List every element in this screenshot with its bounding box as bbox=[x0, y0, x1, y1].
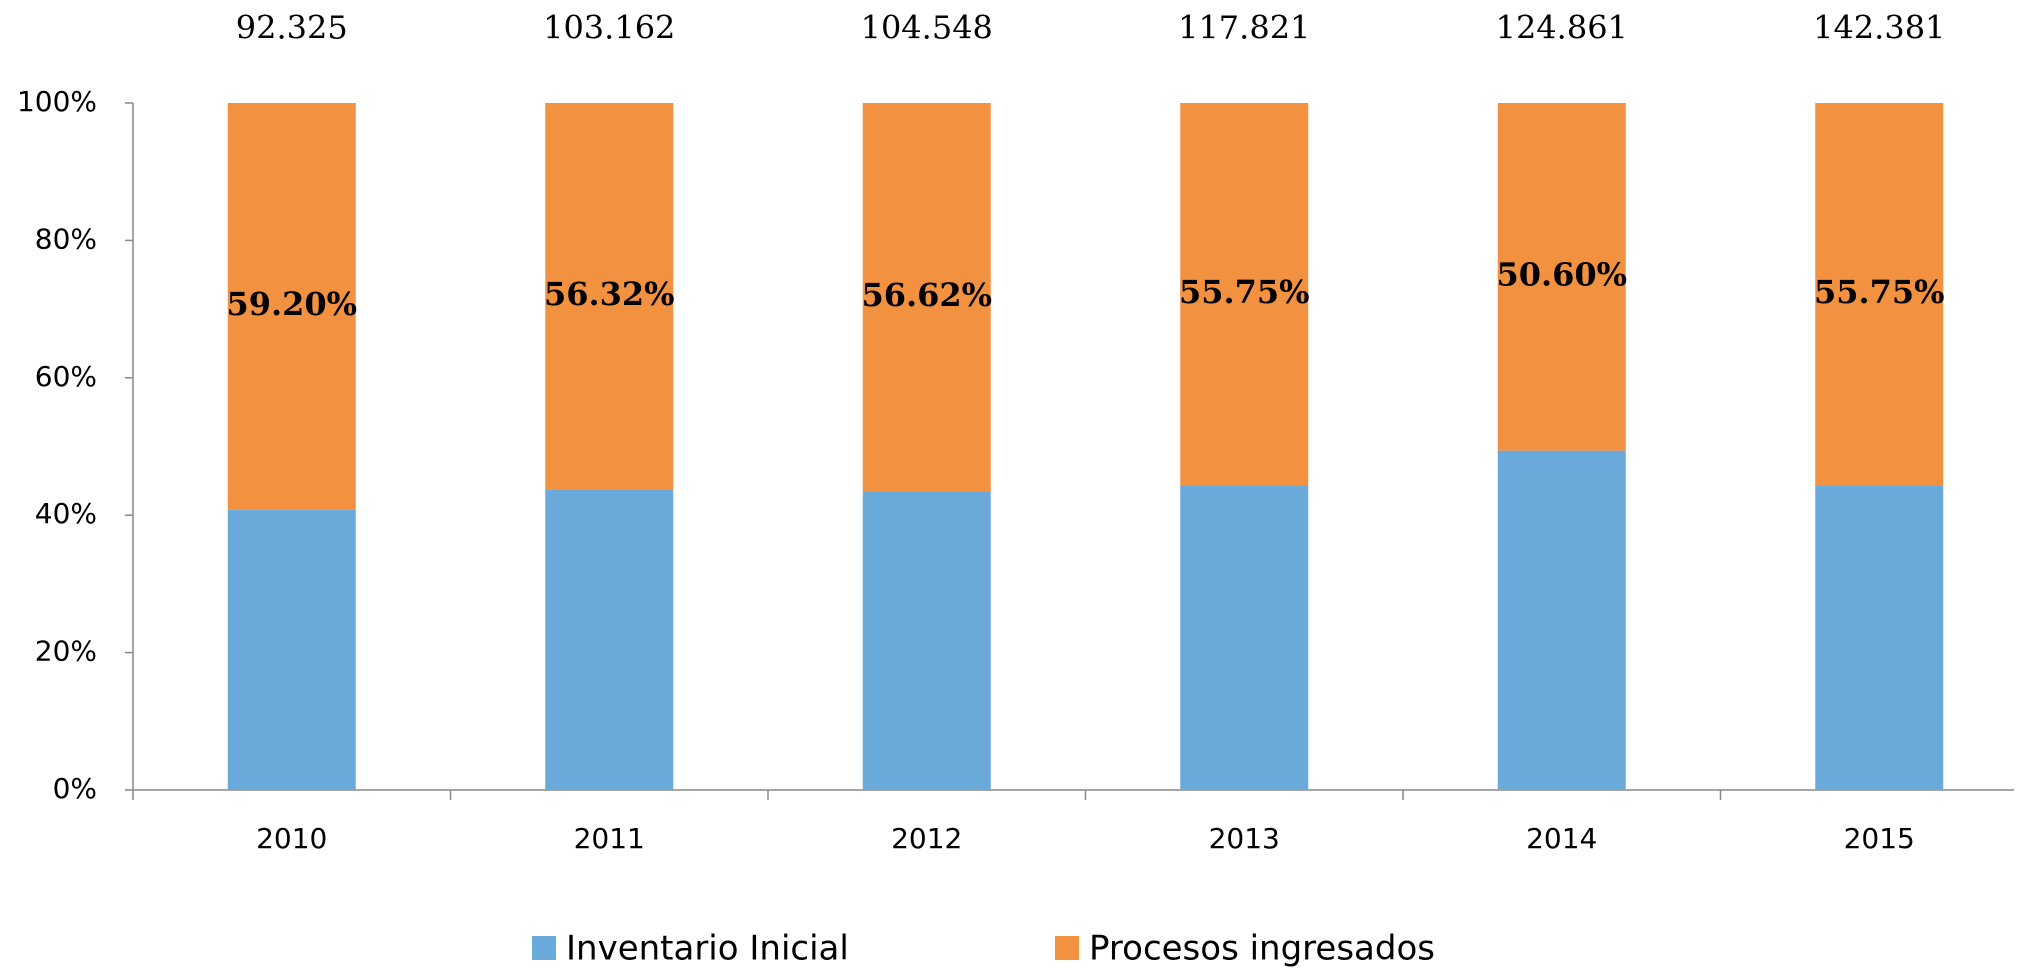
data-label: 56.32% bbox=[544, 275, 675, 313]
bar-segment bbox=[1497, 450, 1626, 790]
total-label: 103.162 bbox=[543, 9, 675, 47]
data-label: 56.62% bbox=[861, 276, 992, 314]
bar-segment bbox=[862, 491, 991, 790]
x-tick-label: 2011 bbox=[574, 822, 645, 855]
x-tick-label: 2010 bbox=[256, 822, 327, 855]
legend-label: Procesos ingresados bbox=[1089, 929, 1435, 969]
bar-segment bbox=[1497, 103, 1626, 451]
y-tick-label: 40% bbox=[35, 497, 97, 530]
y-tick-label: 20% bbox=[35, 635, 97, 668]
bar-segment bbox=[862, 103, 991, 492]
x-tick-label: 2015 bbox=[1844, 822, 1915, 855]
bar-segment bbox=[227, 509, 356, 790]
data-label: 55.75% bbox=[1179, 273, 1310, 311]
x-tick-label: 2012 bbox=[891, 822, 962, 855]
y-tick-label: 80% bbox=[35, 222, 97, 255]
legend-swatch bbox=[532, 936, 556, 960]
data-label: 55.75% bbox=[1814, 273, 1945, 311]
total-label: 142.381 bbox=[1813, 9, 1945, 47]
x-tick-label: 2014 bbox=[1526, 822, 1597, 855]
x-tick-label: 2013 bbox=[1209, 822, 1280, 855]
bar-segment bbox=[1815, 486, 1944, 790]
y-tick-label: 60% bbox=[35, 360, 97, 393]
bar-segment bbox=[1815, 103, 1944, 487]
y-tick-label: 0% bbox=[53, 772, 97, 805]
total-label: 104.548 bbox=[861, 9, 993, 47]
data-label: 50.60% bbox=[1496, 255, 1627, 293]
legend-label: Inventario Inicial bbox=[566, 929, 849, 969]
total-label: 124.861 bbox=[1496, 9, 1628, 47]
bar-segment bbox=[227, 103, 356, 510]
legend-swatch bbox=[1055, 936, 1079, 960]
y-tick-label: 100% bbox=[17, 85, 97, 118]
total-label: 117.821 bbox=[1178, 9, 1310, 47]
bar-segment bbox=[545, 489, 674, 790]
data-label: 59.20% bbox=[226, 285, 357, 323]
bar-segment bbox=[1180, 486, 1309, 790]
total-label: 92.325 bbox=[236, 9, 348, 47]
bar-segment bbox=[1180, 103, 1309, 487]
bar-segment bbox=[545, 103, 674, 490]
